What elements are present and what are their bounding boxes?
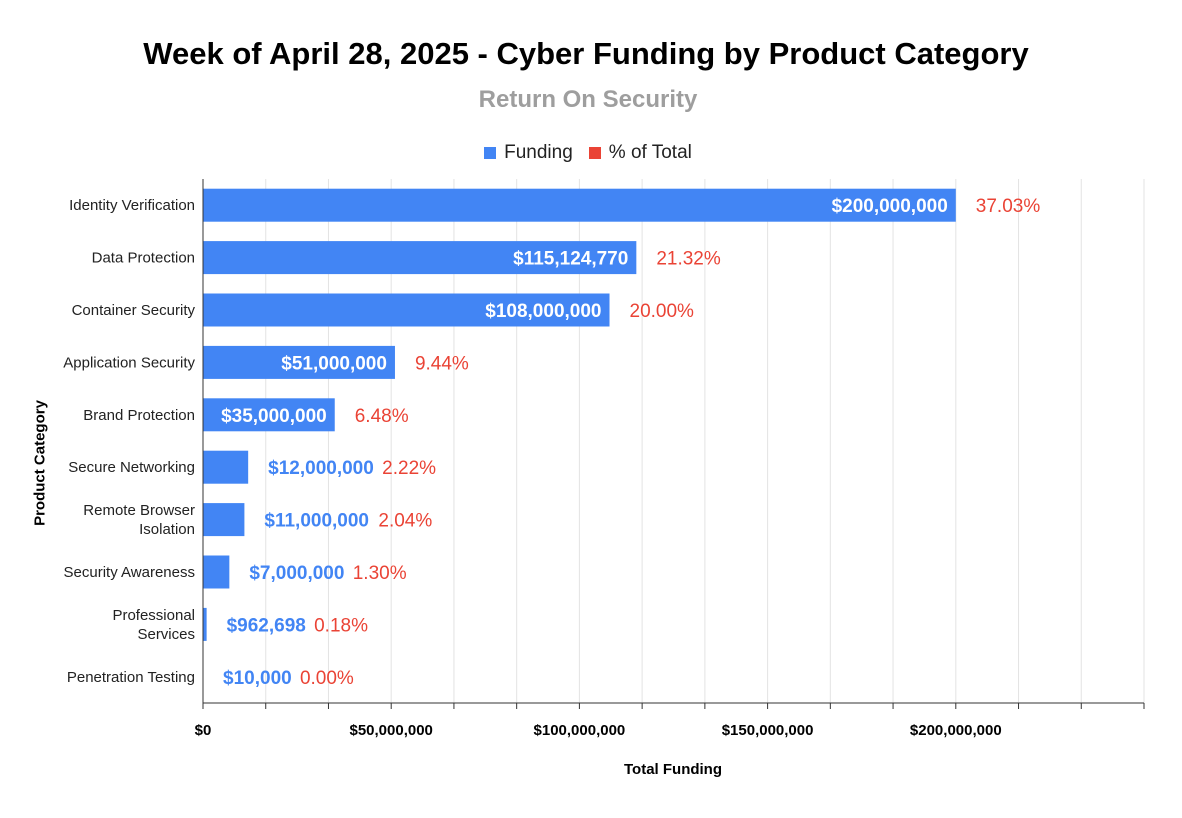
x-tick-label: $50,000,000 xyxy=(349,722,432,739)
percent-data-label: 0.00% xyxy=(300,668,354,689)
y-category-label: Secure Networking xyxy=(68,459,195,476)
y-axis-title: Product Category xyxy=(31,400,49,526)
funding-bar[interactable] xyxy=(203,345,395,379)
percent-data-label: 1.30% xyxy=(353,563,407,584)
percent-data-label: 6.48% xyxy=(355,406,409,427)
x-tick-label: $150,000,000 xyxy=(722,722,814,739)
x-tick-label: $100,000,000 xyxy=(534,722,626,739)
percent-data-label: 0.18% xyxy=(314,615,368,636)
funding-bar[interactable] xyxy=(203,293,610,327)
funding-data-label: $7,000,000 xyxy=(249,563,344,584)
y-category-label: Identity Verification xyxy=(69,197,195,214)
percent-data-label: 2.04% xyxy=(378,511,432,532)
funding-bar[interactable] xyxy=(203,555,230,589)
percent-data-label: 37.03% xyxy=(976,196,1041,217)
chart-legend: Funding % of Total xyxy=(0,142,1176,164)
legend-swatch-funding xyxy=(484,147,497,159)
y-category-label: Container Security xyxy=(72,302,196,319)
y-category-label: Security Awareness xyxy=(64,564,195,581)
y-category-label: Data Protection xyxy=(92,250,195,267)
chart-title: Week of April 28, 2025 - Cyber Funding b… xyxy=(143,36,1029,71)
legend-label-percent: % of Total xyxy=(608,142,692,163)
y-category-label: Isolation xyxy=(139,521,195,538)
legend-swatch-percent xyxy=(588,147,601,159)
funding-bar[interactable] xyxy=(203,241,637,275)
funding-bar[interactable] xyxy=(203,450,249,484)
percent-data-label: 20.00% xyxy=(630,301,695,322)
percent-data-label: 9.44% xyxy=(415,353,469,374)
y-category-label: Application Security xyxy=(63,354,195,371)
funding-bar[interactable] xyxy=(203,188,956,222)
funding-data-label: $115,124,770 xyxy=(513,249,628,270)
funding-data-label: $51,000,000 xyxy=(281,353,387,374)
legend-label-funding: Funding xyxy=(504,142,573,163)
chart-subtitle: Return On Security xyxy=(478,86,698,113)
y-category-label: Services xyxy=(137,626,195,643)
funding-data-label: $10,000 xyxy=(223,668,292,689)
funding-bar[interactable] xyxy=(203,607,207,641)
y-category-label: Professional xyxy=(112,607,195,624)
funding-data-label: $200,000,000 xyxy=(832,196,948,217)
funding-data-label: $962,698 xyxy=(227,615,306,636)
x-axis-title: Total Funding xyxy=(623,761,723,778)
funding-data-label: $35,000,000 xyxy=(221,406,327,427)
funding-bar[interactable] xyxy=(203,398,335,432)
percent-data-label: 21.32% xyxy=(656,249,721,270)
legend-item-percent[interactable]: % of Total xyxy=(588,142,692,164)
legend-item-funding[interactable]: Funding xyxy=(484,142,573,164)
x-tick-label: $0 xyxy=(195,722,212,739)
y-category-label: Brand Protection xyxy=(83,407,195,424)
y-category-label: Remote Browser xyxy=(83,502,195,519)
y-category-label: Penetration Testing xyxy=(67,669,195,686)
funding-data-label: $108,000,000 xyxy=(485,301,601,322)
percent-data-label: 2.22% xyxy=(382,458,436,479)
funding-data-label: $12,000,000 xyxy=(268,458,374,479)
funding-bar[interactable] xyxy=(203,503,245,537)
funding-data-label: $11,000,000 xyxy=(264,511,369,532)
x-tick-label: $200,000,000 xyxy=(910,722,1002,739)
